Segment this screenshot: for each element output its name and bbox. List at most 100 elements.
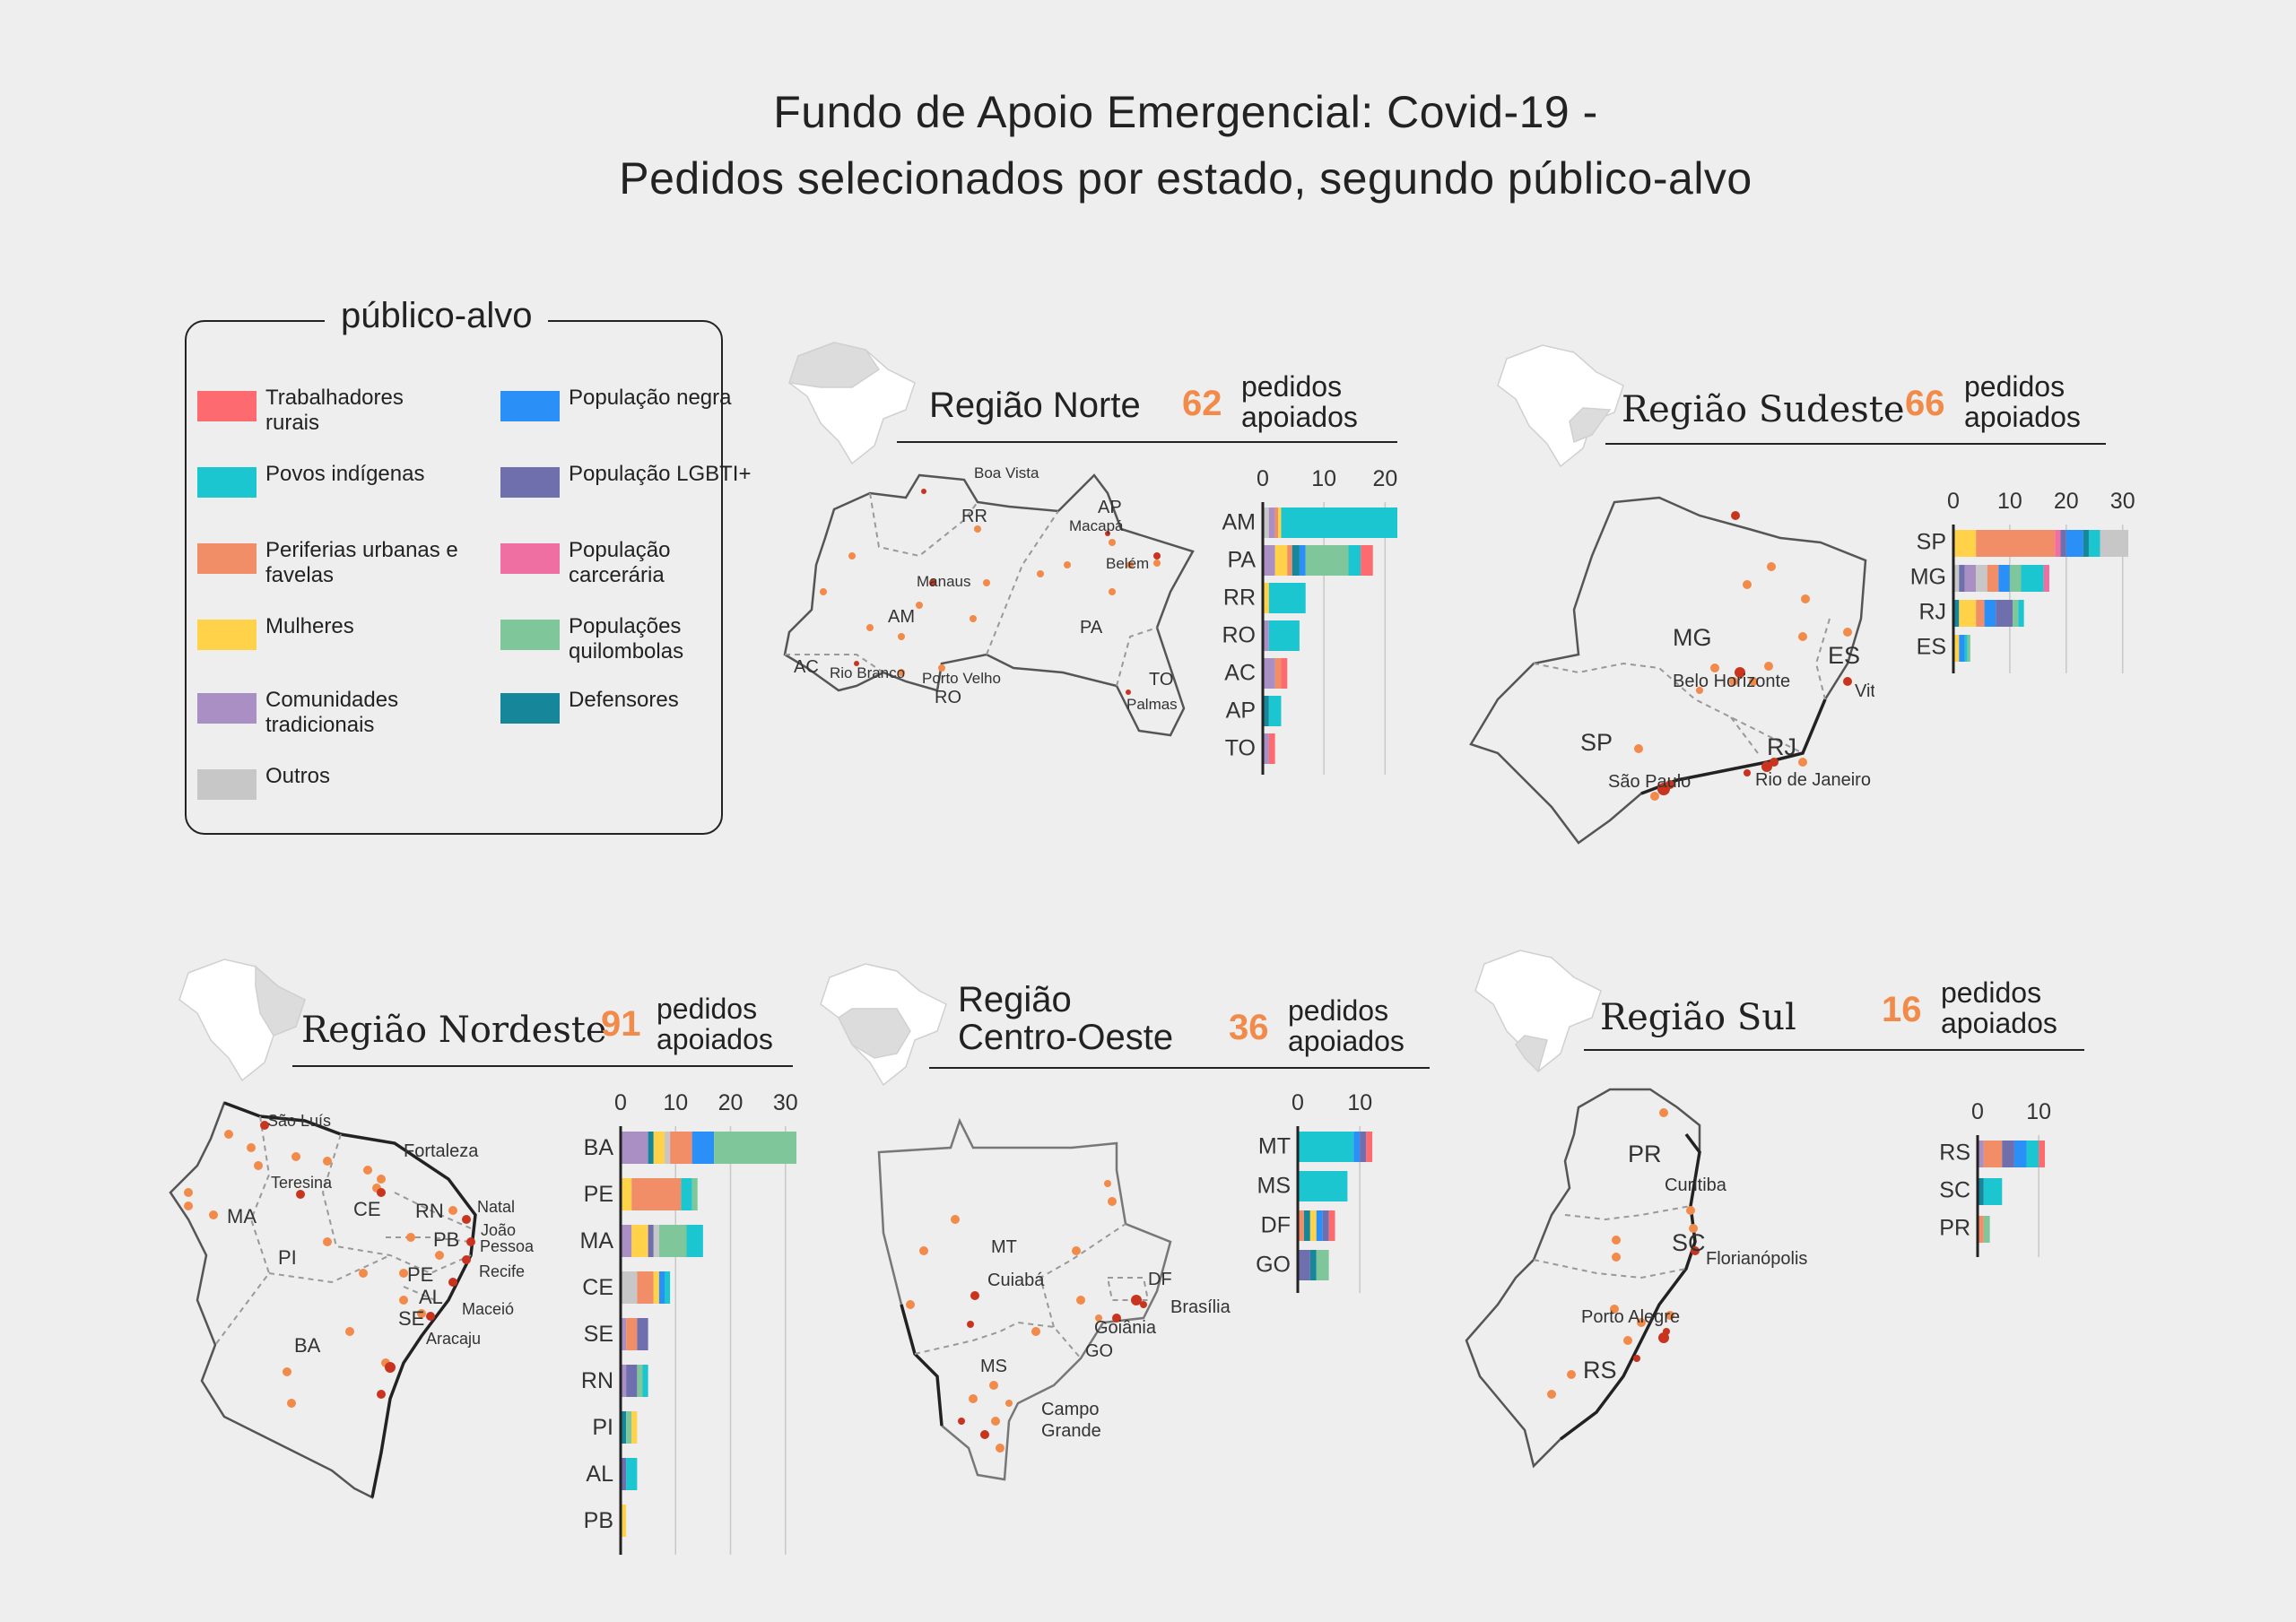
legend-item-lgbt: População LGBTI+: [500, 462, 766, 498]
category-label: TO: [1225, 735, 1256, 760]
bar-segment-comun: [621, 1365, 627, 1397]
bar-segment-perif: [1983, 1141, 2003, 1167]
bar-segment-lgbt: [1959, 565, 1965, 592]
bar-segment-lgbt: [1298, 1250, 1310, 1280]
bar-segment-outros: [653, 1225, 659, 1257]
bar-segment-perif: [1978, 1216, 1984, 1243]
bar-chart-centro: 0 10 MT MS DF GO: [1256, 1090, 1372, 1293]
map-label: SP: [1580, 729, 1613, 756]
bar-segment-mulh: [621, 1505, 627, 1537]
legend-label: Outros: [265, 764, 331, 788]
tick-label: 10: [2026, 1099, 2051, 1124]
panel-rule-sudeste: [1605, 443, 2106, 445]
map-label: Campo: [1041, 1400, 1099, 1419]
bar-segment-comun: [621, 1318, 627, 1350]
bar-segment-perif: [1274, 507, 1279, 538]
bar-segment-indig: [1268, 696, 1282, 726]
bar-segment-indig: [1298, 1132, 1354, 1162]
bar-segment-perif: [1274, 658, 1282, 689]
category-label: RN: [581, 1368, 613, 1393]
bar-segment-def: [621, 1411, 627, 1444]
panel-name-nordeste: Região Nordeste: [301, 1010, 607, 1051]
bar-segment-negra: [2013, 1141, 2027, 1167]
map-label: Cuiabá: [987, 1271, 1045, 1290]
bar-segment-def: [1309, 1250, 1317, 1280]
map-label: ES: [1828, 642, 1860, 669]
legend-label: Comunidades tradicionais: [265, 688, 399, 737]
map-centro: MT Cuiabá DF Brasília Goiânia GO MS Camp…: [877, 1117, 1231, 1481]
chart-title-line1: Fundo de Apoio Emergencial: Covid-19 -: [773, 87, 1598, 137]
category-label: RJ: [1918, 600, 1946, 625]
bar-segment-lgbt: [626, 1365, 638, 1397]
bar-segment-indig: [1983, 1178, 2003, 1205]
map-label: PB: [433, 1228, 459, 1251]
map-label: MS: [980, 1357, 1007, 1376]
category-label: PA: [1228, 547, 1257, 572]
bar-segment-lgbt: [2060, 530, 2066, 557]
map-norte: Boa Vista RR AP Macapá Manaus Belém AM P…: [783, 464, 1195, 737]
legend-label: Periferias urbanas e favelas: [265, 538, 458, 587]
bar-segment-mulh: [1274, 545, 1288, 576]
legend-item-carc: População carcerária: [500, 538, 766, 588]
bar-chart-nordeste: 0 10 20 30 BA PE MA CE SE RN PI AL PB: [580, 1090, 798, 1555]
bar-segment-quil: [1967, 635, 1970, 662]
tick-label: 20: [1372, 466, 1397, 491]
bar-segment-perif: [631, 1178, 682, 1210]
map-label: PR: [1628, 1141, 1662, 1167]
bar-segment-quil: [1305, 545, 1349, 576]
map-label: Belo Horizonte: [1673, 672, 1790, 691]
bar-segment-quil: [1316, 1250, 1329, 1280]
panel-count-sudeste: 66: [1905, 384, 1945, 423]
bar-segment-perif: [1987, 565, 1999, 592]
legend-item-def: Defensores: [500, 688, 766, 724]
bar-segment-perif: [1976, 600, 1985, 627]
bar-segment-indig: [2021, 565, 2044, 592]
map-label: AC: [794, 657, 819, 677]
bar-segment-trab: [1281, 658, 1288, 689]
bar-segment-indig: [1268, 620, 1300, 651]
bar-segment-outros: [665, 1132, 671, 1164]
bar-segment-comun: [621, 1225, 632, 1257]
bar-chart-sul: 0 10 RS SC PR: [1939, 1099, 2051, 1257]
brazil-locator-nordeste: [178, 958, 306, 1082]
map-label: PA: [1080, 618, 1103, 638]
category-label: SP: [1917, 530, 1946, 555]
bar-segment-lgbt: [1322, 1210, 1329, 1241]
bar-segment-indig: [681, 1178, 692, 1210]
map-label: Fortaleza: [404, 1141, 479, 1161]
legend-item-comun: Comunidades tradicionais: [197, 688, 463, 738]
bar-segment-indig: [2018, 600, 2024, 627]
brazil-locator-norte: [788, 342, 916, 465]
bar-segment-negra: [1353, 1132, 1361, 1162]
panel-name-norte: Região Norte: [929, 386, 1141, 425]
legend-swatch: [500, 620, 560, 650]
category-label: SE: [584, 1322, 613, 1347]
bar-segment-lgbt: [637, 1318, 648, 1350]
bar-segment-carc: [2055, 530, 2061, 557]
bar-segment-comun: [1978, 1141, 1984, 1167]
tick-label: 20: [718, 1090, 744, 1115]
map-label: RO: [935, 688, 961, 707]
panel-rule-sul: [1584, 1049, 2084, 1051]
bar-segment-lgbt: [2002, 1141, 2014, 1167]
category-label: ES: [1917, 635, 1946, 660]
map-label: SE: [398, 1307, 424, 1330]
category-label: RS: [1939, 1141, 1970, 1166]
tick-label: 10: [1347, 1090, 1372, 1115]
legend-label: População carcerária: [569, 538, 671, 587]
bar-chart-norte: 0 10 20 AM PA RR RO AC AP TO: [1222, 466, 1397, 775]
map-label: Macapá: [1069, 517, 1124, 534]
bar-segment-quil: [658, 1225, 687, 1257]
bar-segment-indig: [1268, 583, 1306, 613]
legend-item-mulh: Mulheres: [197, 614, 463, 650]
bar-segment-perif: [1287, 545, 1292, 576]
category-label: GO: [1256, 1252, 1291, 1277]
bar-segment-mulh: [631, 1225, 648, 1257]
legend-item-quil: Populações quilombolas: [500, 614, 766, 664]
tick-label: 0: [1257, 466, 1269, 491]
tick-label: 20: [2054, 489, 2079, 514]
legend-label: População LGBTI+: [569, 462, 752, 486]
bar-segment-comun: [1964, 565, 1977, 592]
legend-item-perif: Periferias urbanas e favelas: [197, 538, 463, 588]
map-label: PE: [407, 1263, 433, 1286]
